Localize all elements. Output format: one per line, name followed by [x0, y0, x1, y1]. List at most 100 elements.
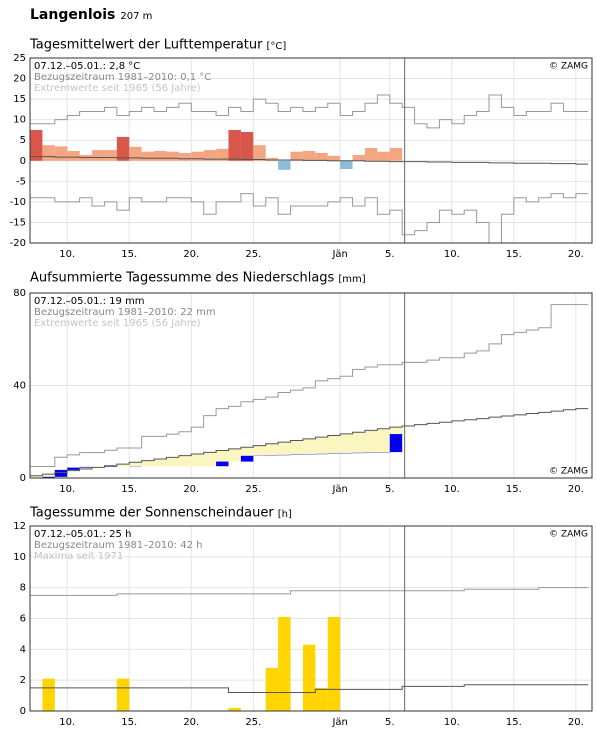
chart: Tagesmittelwert der Lufttemperatur [°C] -2… [10, 38, 593, 260]
x-tick-label: 20. [183, 249, 199, 260]
reference-line [30, 587, 589, 596]
reference-line [30, 94, 589, 129]
copyright: © ZAMG [549, 467, 588, 477]
x-tick-label: 10. [59, 717, 75, 728]
bar [42, 678, 55, 711]
bar [79, 466, 93, 468]
bar [228, 129, 241, 161]
y-tick-label: 0 [20, 706, 26, 717]
copyright: © ZAMG [549, 530, 588, 540]
x-tick-label: 10. [59, 249, 75, 260]
bar [315, 687, 328, 711]
reference-line [30, 156, 589, 165]
bar [377, 151, 390, 161]
x-tick-label: 10. [59, 484, 75, 495]
bar [364, 148, 378, 161]
bar [278, 160, 291, 170]
y-tick-label: 10 [13, 552, 26, 563]
bar [216, 461, 229, 467]
bar [54, 146, 68, 161]
y-tick-label: 2 [20, 675, 26, 686]
y-tick-label: 0 [20, 473, 26, 484]
x-tick-label: Jän [331, 249, 347, 260]
chart-unit: [°C] [267, 41, 287, 52]
x-tick-label: Jän [331, 717, 347, 728]
bar [327, 155, 341, 161]
bar [240, 132, 254, 161]
plot-frame [29, 525, 593, 712]
reference-line [30, 304, 589, 467]
bar [42, 145, 55, 161]
chart: Tagessumme der Sonnenscheindauer [h] 0 2 4 6 8… [13, 506, 593, 728]
bar [389, 148, 403, 161]
bar [129, 146, 142, 161]
x-tick-label: Jän [331, 484, 347, 495]
station-elevation: 207 m [120, 11, 152, 22]
x-tick-label: 25. [245, 484, 261, 495]
bar [352, 155, 365, 161]
bar [116, 678, 130, 711]
x-tick-label: 15. [506, 717, 522, 728]
y-tick-label: 10 [13, 115, 26, 126]
bar [278, 616, 291, 711]
legend-text: Extremwerte seit 1965 (56 Jahre) [34, 318, 201, 329]
bar [67, 467, 80, 470]
legend-text: Extremwerte seit 1965 (56 Jahre) [34, 83, 201, 94]
legend-text: Bezugszeitraum 1981–2010: 0,1 °C [34, 72, 211, 83]
bar [265, 157, 279, 161]
chart-title: Aufsummierte Tagessumme des Niederschlag… [30, 271, 335, 286]
bar [340, 160, 353, 169]
bar [389, 434, 403, 453]
legend-text: 07.12.–05.01.: 25 h [34, 529, 131, 540]
bar [67, 150, 80, 161]
x-tick-label: 5. [385, 484, 395, 495]
y-tick-label: 20 [13, 74, 26, 85]
station-name: Langenlois [30, 7, 115, 23]
chart-unit: [mm] [338, 274, 365, 285]
x-tick-label: 15. [506, 249, 522, 260]
bar [30, 129, 43, 161]
y-tick-label: 25 [13, 53, 26, 64]
bar [154, 150, 167, 161]
chart-title: Tagesmittelwert der Lufttemperatur [29, 38, 263, 53]
copyright: © ZAMG [549, 62, 588, 72]
x-tick-label: 25. [245, 249, 261, 260]
bar [92, 150, 105, 161]
bar [166, 151, 179, 161]
y-tick-label: 4 [20, 644, 26, 655]
plot-frame [29, 57, 593, 244]
bar [191, 151, 204, 161]
y-tick-label: 15 [13, 94, 26, 105]
legend-text: Bezugszeitraum 1981–2010: 42 h [34, 540, 202, 551]
bar [253, 145, 266, 161]
x-tick-label: 20. [183, 717, 199, 728]
y-tick-label: 0 [20, 156, 26, 167]
y-tick-label: -20 [10, 238, 26, 249]
legend-text: Bezugszeitraum 1981–2010: 22 mm [34, 307, 216, 318]
x-tick-label: 10. [444, 717, 460, 728]
y-tick-label: 5 [20, 135, 26, 146]
bar [141, 151, 155, 161]
y-tick-label: -10 [10, 197, 26, 208]
x-tick-label: 15. [506, 484, 522, 495]
reference-line [30, 408, 589, 477]
x-tick-label: 15. [121, 484, 137, 495]
bar [104, 150, 117, 161]
bar [228, 707, 241, 711]
bar [178, 152, 192, 161]
plot-frame [29, 292, 593, 479]
x-tick-label: 20. [568, 484, 584, 495]
bar [203, 150, 217, 161]
x-tick-label: 20. [568, 717, 584, 728]
chart: Aufsummierte Tagessumme des Niederschlag… [13, 271, 593, 495]
y-tick-label: 12 [13, 521, 26, 532]
bar [265, 667, 279, 711]
bar [42, 476, 55, 478]
x-tick-label: 20. [183, 484, 199, 495]
legend-text: 07.12.–05.01.: 2,8 °C [34, 61, 140, 72]
x-tick-label: 5. [385, 249, 395, 260]
bar [116, 136, 130, 161]
chart-unit: [h] [278, 509, 292, 520]
x-tick-label: 10. [444, 249, 460, 260]
